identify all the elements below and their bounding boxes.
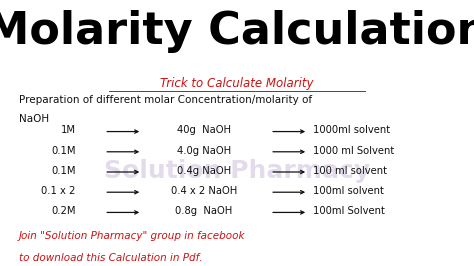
Text: Solution Pharmacy: Solution Pharmacy bbox=[104, 159, 370, 183]
Text: Join "Solution Pharmacy" group in facebook: Join "Solution Pharmacy" group in facebo… bbox=[19, 231, 246, 241]
Text: 1000ml solvent: 1000ml solvent bbox=[313, 126, 390, 135]
Text: 100ml solvent: 100ml solvent bbox=[313, 186, 384, 196]
Text: 1M: 1M bbox=[61, 126, 76, 135]
Text: 100 ml solvent: 100 ml solvent bbox=[313, 166, 387, 176]
Text: Molarity Calculation: Molarity Calculation bbox=[0, 10, 474, 53]
Text: 100ml Solvent: 100ml Solvent bbox=[313, 206, 385, 216]
Text: 0.1M: 0.1M bbox=[51, 146, 76, 156]
Text: 0.4 x 2 NaOH: 0.4 x 2 NaOH bbox=[171, 186, 237, 196]
Text: 40g  NaOH: 40g NaOH bbox=[177, 126, 231, 135]
Text: 0.1 x 2: 0.1 x 2 bbox=[41, 186, 76, 196]
Text: NaOH: NaOH bbox=[19, 114, 49, 124]
Text: 0.4g NaOH: 0.4g NaOH bbox=[177, 166, 231, 176]
Text: 1000 ml Solvent: 1000 ml Solvent bbox=[313, 146, 394, 156]
Text: 0.1M: 0.1M bbox=[51, 166, 76, 176]
Text: 0.2M: 0.2M bbox=[51, 206, 76, 216]
Text: 4.0g NaOH: 4.0g NaOH bbox=[177, 146, 231, 156]
Text: 0.8g  NaOH: 0.8g NaOH bbox=[175, 206, 232, 216]
Text: to download this Calculation in Pdf.: to download this Calculation in Pdf. bbox=[19, 253, 202, 263]
Text: Trick to Calculate Molarity: Trick to Calculate Molarity bbox=[160, 77, 314, 90]
Text: Preparation of different molar Concentration/molarity of: Preparation of different molar Concentra… bbox=[19, 95, 312, 105]
